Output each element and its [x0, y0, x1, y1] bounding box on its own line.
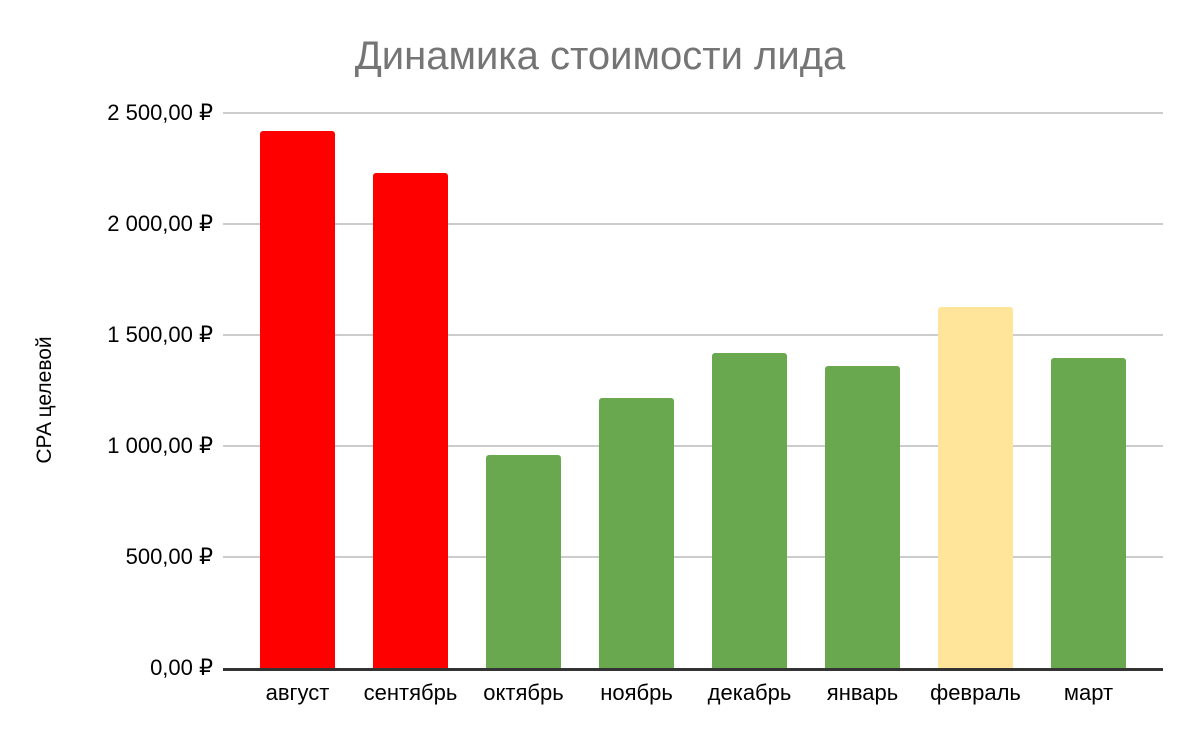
bar-august[interactable] — [260, 130, 335, 668]
bar-band — [580, 113, 693, 668]
gridline — [223, 334, 1163, 336]
bar-band — [241, 113, 354, 668]
x-tick-label: декабрь — [707, 680, 792, 705]
bar-band — [919, 113, 1032, 668]
chart-title: Динамика стоимости лида — [354, 34, 846, 78]
y-tick-label: 1 000,00 ₽ — [107, 433, 213, 458]
y-tick-label: 500,00 ₽ — [125, 544, 213, 569]
x-tick-label: февраль — [930, 680, 1021, 705]
bar-band — [467, 113, 580, 668]
plot-area — [223, 112, 1163, 671]
gridline — [223, 112, 1163, 114]
x-tick-label: ноябрь — [600, 680, 673, 705]
x-tick-label: август — [265, 680, 330, 705]
y-tick-label: 0,00 ₽ — [150, 655, 213, 680]
gridline — [223, 556, 1163, 558]
bar-march[interactable] — [1051, 358, 1126, 668]
bar-november[interactable] — [599, 398, 674, 668]
gridline — [223, 223, 1163, 225]
bar-band — [693, 113, 806, 668]
bar-january[interactable] — [825, 366, 900, 668]
x-tick-label: январь — [826, 680, 899, 705]
y-tick-label: 2 000,00 ₽ — [107, 211, 213, 236]
bar-september[interactable] — [373, 172, 448, 668]
bar-february[interactable] — [938, 307, 1013, 668]
bar-band — [806, 113, 919, 668]
bar-band — [354, 113, 467, 668]
bar-band — [1032, 113, 1145, 668]
bars-row — [241, 113, 1145, 668]
y-tick-label: 1 500,00 ₽ — [107, 322, 213, 347]
x-tick-label: октябрь — [483, 680, 564, 705]
bar-december[interactable] — [712, 352, 787, 668]
gridline — [223, 445, 1163, 447]
x-tick-label: сентябрь — [363, 680, 458, 705]
bar-october[interactable] — [486, 454, 561, 668]
x-tick-label: март — [1063, 680, 1114, 705]
y-axis-tick-labels: 0,00 ₽ 500,00 ₽ 1 000,00 ₽ 1 500,00 ₽ 2 000,… — [0, 0, 213, 742]
x-axis-tick-labels: август сентябрь октябрь ноябрь декабрь январь… — [241, 679, 1145, 706]
y-tick-label: 2 500,00 ₽ — [107, 100, 213, 125]
